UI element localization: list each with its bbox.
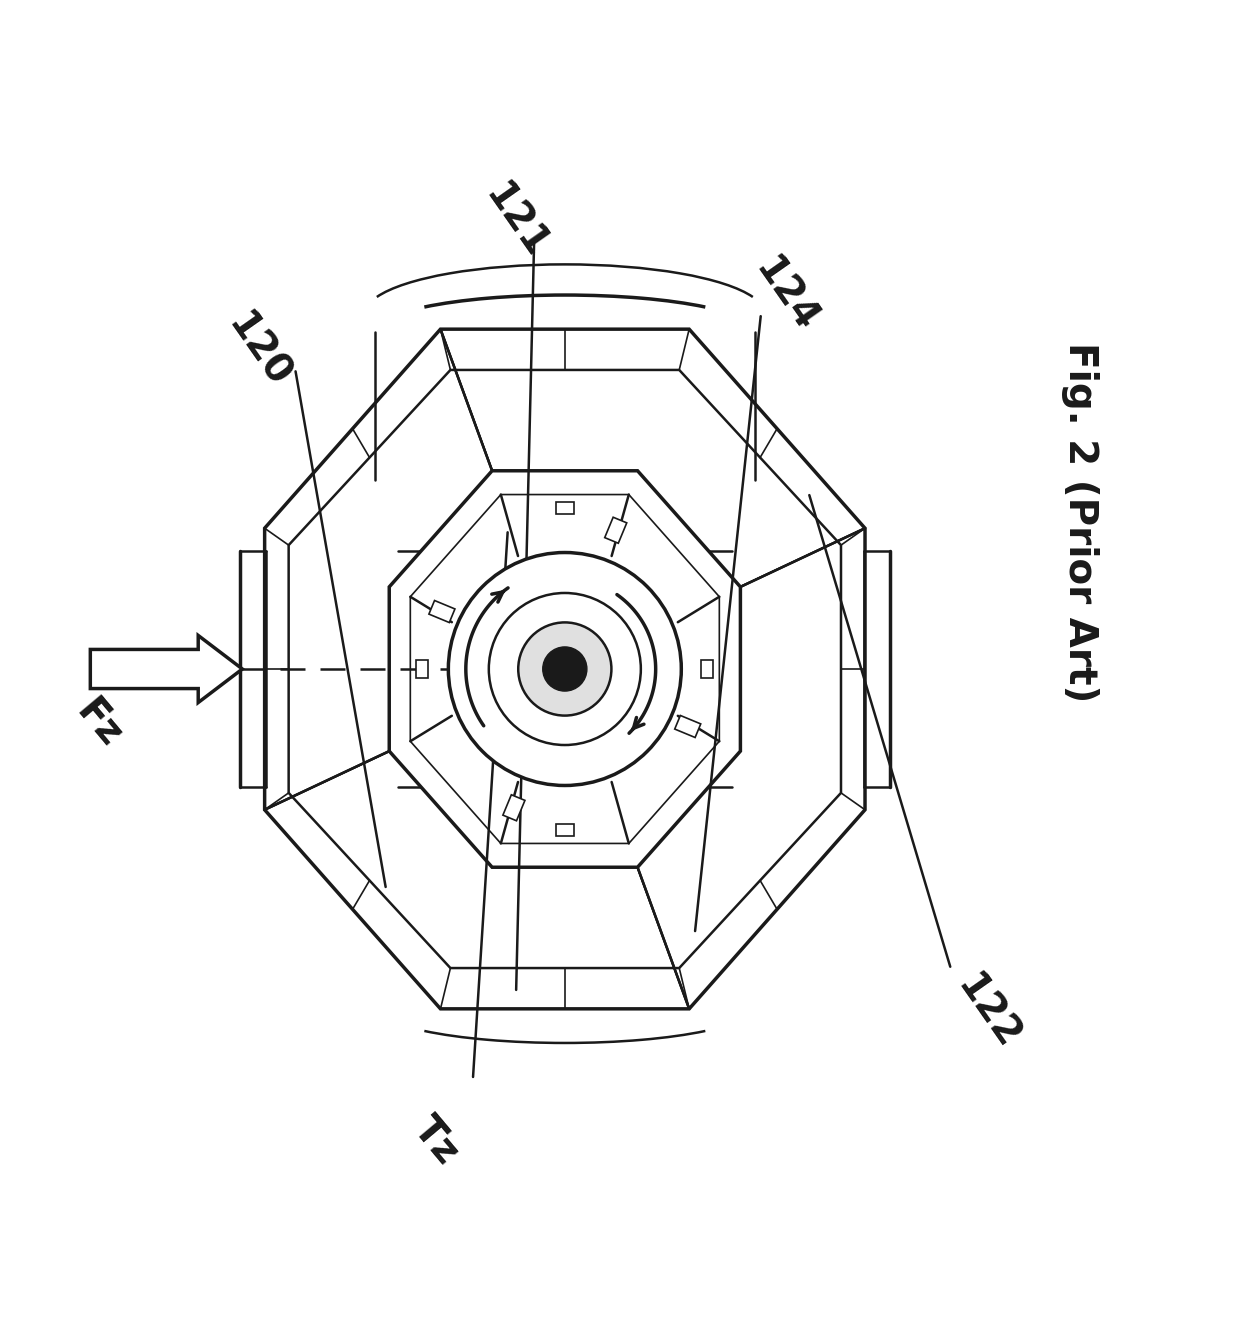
Polygon shape — [702, 660, 713, 678]
Circle shape — [449, 553, 681, 785]
Polygon shape — [264, 329, 866, 1009]
Polygon shape — [417, 660, 428, 678]
Text: 121: 121 — [477, 177, 554, 266]
Polygon shape — [91, 636, 242, 702]
Text: 122: 122 — [949, 969, 1027, 1057]
Polygon shape — [593, 559, 610, 581]
Polygon shape — [605, 518, 626, 543]
Circle shape — [489, 593, 641, 745]
Polygon shape — [642, 701, 663, 719]
Polygon shape — [466, 619, 487, 637]
Polygon shape — [556, 502, 574, 514]
Text: Tz: Tz — [405, 1111, 466, 1172]
Polygon shape — [520, 757, 537, 779]
Polygon shape — [429, 601, 455, 622]
Circle shape — [518, 622, 611, 716]
Text: Fz: Fz — [68, 693, 129, 755]
Text: 124: 124 — [746, 250, 825, 340]
Polygon shape — [389, 471, 740, 867]
Polygon shape — [556, 824, 574, 836]
Text: 120: 120 — [219, 306, 298, 395]
Text: Fig. 2 (Prior Art): Fig. 2 (Prior Art) — [1060, 341, 1099, 702]
Circle shape — [543, 648, 587, 690]
Polygon shape — [675, 716, 701, 737]
Polygon shape — [503, 795, 525, 820]
